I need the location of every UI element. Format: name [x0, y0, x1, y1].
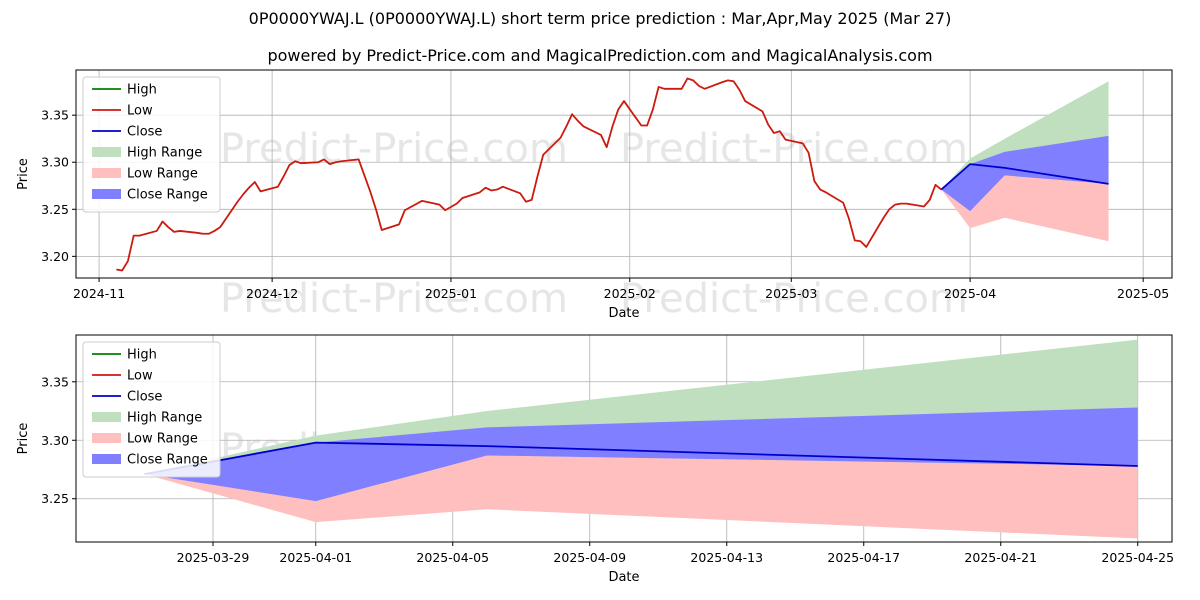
legend-item: Close [92, 125, 162, 140]
x-tick-label: 2025-04-09 [553, 550, 626, 565]
x-axis-label: Date [608, 570, 639, 585]
x-tick-label: 2025-03 [765, 286, 817, 301]
x-tick-label: 2025-04-21 [964, 550, 1037, 565]
legend-patch-swatch [92, 433, 121, 443]
legend-label: Low [127, 104, 153, 119]
y-axis-label: Price [16, 423, 31, 455]
y-axis-label: Price [16, 158, 31, 190]
legend-label: Close Range [127, 188, 208, 203]
legend-item: High [92, 348, 157, 363]
x-tick-label: 2025-04-05 [416, 550, 489, 565]
x-tick-label: 2025-02 [604, 286, 656, 301]
chart-panel-1: Predict-Price.com Predict-Price.com Predic… [16, 69, 1173, 322]
y-tick-label: 3.25 [41, 491, 69, 506]
x-tick-label: 2025-03-29 [177, 550, 250, 565]
axes-frame [75, 69, 1173, 279]
legend-patch-swatch [92, 454, 121, 464]
close-line [940, 163, 1109, 191]
legend-label: Close Range [127, 453, 208, 468]
low-range-area [941, 175, 1109, 242]
x-tick-label: 2025-04-13 [690, 550, 763, 565]
low-line [116, 77, 942, 272]
y-axis: 3.25 3.30 3.35 Price [16, 374, 76, 506]
legend-item: Low Range [92, 167, 198, 182]
legend-label: High [127, 348, 157, 363]
legend-label: Close [127, 125, 162, 140]
watermark-text: Predict-Price.com [220, 276, 568, 322]
close-line [144, 441, 1138, 476]
legend-label: High [127, 83, 157, 98]
legend-label: Low [127, 369, 153, 384]
legend-label: Low Range [127, 432, 198, 447]
legend-patch-swatch [92, 147, 121, 157]
x-tick-label: 2025-04 [944, 286, 996, 301]
y-tick-label: 3.30 [41, 433, 69, 448]
legend-item: Close Range [92, 453, 208, 468]
legend: High Low Close High Range Low Range Close Ran… [82, 341, 221, 478]
legend-item: Low [92, 369, 153, 384]
chart-panel-2: Predict-Price.comPredict-Price.com2025-0… [16, 334, 1174, 585]
x-axis: 2025-03-29 2025-04-01 2025-04-05 2025-04-09… [177, 542, 1174, 585]
y-tick-label: 3.35 [41, 374, 69, 389]
legend-item: High Range [92, 146, 202, 161]
x-tick-label: 2025-04-01 [279, 550, 352, 565]
low-range-area [144, 455, 1138, 539]
legend-item: Low Range [92, 432, 198, 447]
y-tick-label: 3.25 [41, 202, 69, 217]
y-tick-label: 3.20 [41, 249, 69, 264]
x-tick-label: 2025-05 [1117, 286, 1169, 301]
legend-patch-swatch [92, 189, 121, 199]
chart-title: 0P0000YWAJ.L (0P0000YWAJ.L) short term p… [248, 9, 952, 28]
legend-patch-swatch [92, 168, 121, 178]
legend-patch-swatch [92, 412, 121, 422]
legend-label: Close [127, 390, 162, 405]
watermark-text: Predict-Price.com [620, 126, 968, 172]
watermark-text: Predict-Price.com [220, 126, 568, 172]
y-axis: 3.20 3.25 3.30 3.35 Price [16, 108, 76, 264]
y-tick-label: 3.35 [41, 108, 69, 123]
y-tick-label: 3.30 [41, 155, 69, 170]
legend-item: Low [92, 104, 153, 119]
legend-item: High [92, 83, 157, 98]
legend-label: High Range [127, 411, 202, 426]
close-range-area [941, 135, 1109, 212]
chart-subtitle: powered by Predict-Price.com and Magical… [267, 46, 933, 65]
axes-frame [75, 334, 1173, 543]
x-axis-label: Date [608, 306, 639, 321]
legend-label: High Range [127, 146, 202, 161]
plot-area [116, 77, 1109, 272]
legend: High Low Close High Range Low Range Close Ran… [82, 76, 221, 213]
legend-item: High Range [92, 411, 202, 426]
x-tick-label: 2025-04-17 [827, 550, 900, 565]
legend-item: Close [92, 390, 162, 405]
legend-label: Low Range [127, 167, 198, 182]
close-range-area [144, 407, 1138, 502]
x-tick-label: 2025-04-25 [1101, 550, 1174, 565]
x-tick-label: 2025-01 [425, 286, 477, 301]
legend-item: Close Range [92, 188, 208, 203]
watermark-text: Predict-Price.com [620, 276, 968, 322]
x-tick-label: 2024-11 [73, 286, 125, 301]
plot-area [144, 339, 1138, 539]
x-tick-label: 2024-12 [246, 286, 298, 301]
x-axis: 2024-11 2024-12 2025-01 2025-02 2025-03 2025-… [73, 278, 1169, 321]
